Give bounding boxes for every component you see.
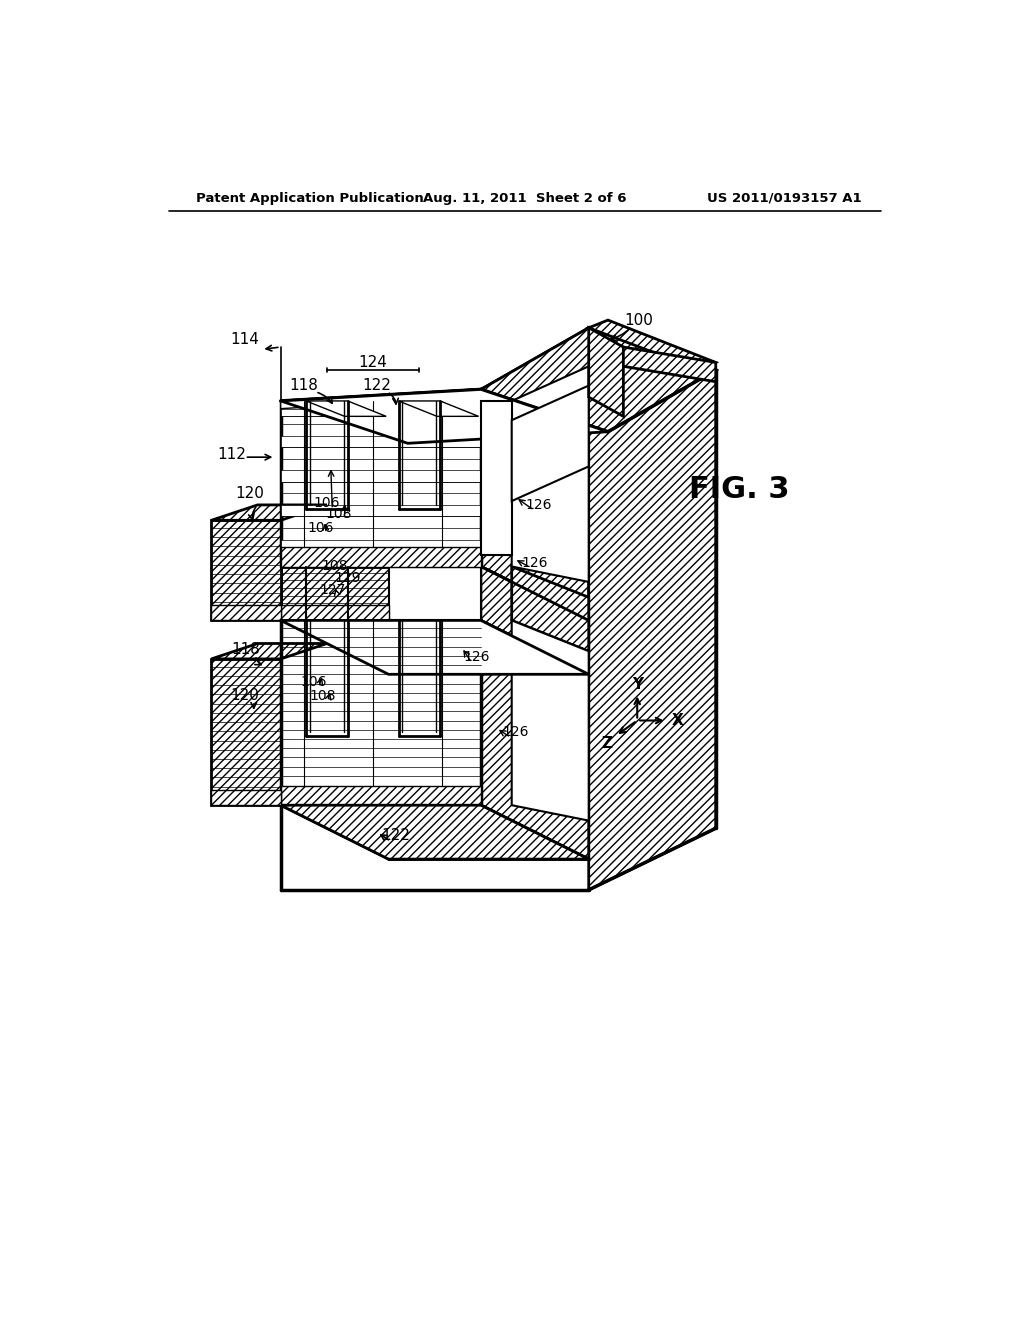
Text: 118: 118 bbox=[231, 642, 260, 657]
Polygon shape bbox=[481, 566, 589, 675]
Text: 112: 112 bbox=[218, 447, 247, 462]
Text: 126: 126 bbox=[521, 556, 548, 570]
Polygon shape bbox=[211, 789, 281, 805]
Polygon shape bbox=[211, 605, 281, 620]
Text: Y: Y bbox=[632, 677, 643, 692]
Text: X: X bbox=[672, 713, 683, 729]
Polygon shape bbox=[481, 327, 589, 620]
Text: 122: 122 bbox=[362, 378, 391, 393]
Text: FIG. 3: FIG. 3 bbox=[688, 475, 790, 504]
Polygon shape bbox=[281, 389, 589, 444]
Polygon shape bbox=[281, 785, 481, 805]
Polygon shape bbox=[281, 620, 481, 805]
Polygon shape bbox=[281, 605, 388, 620]
Polygon shape bbox=[211, 659, 281, 805]
Text: 100: 100 bbox=[625, 313, 653, 327]
Text: 127: 127 bbox=[319, 582, 345, 597]
Text: 120: 120 bbox=[230, 688, 259, 704]
Polygon shape bbox=[481, 401, 512, 554]
Polygon shape bbox=[281, 506, 481, 516]
Polygon shape bbox=[512, 385, 589, 502]
Polygon shape bbox=[481, 327, 716, 432]
Polygon shape bbox=[481, 327, 716, 432]
Polygon shape bbox=[624, 347, 716, 381]
Polygon shape bbox=[481, 566, 589, 675]
Polygon shape bbox=[281, 805, 589, 859]
Text: 114: 114 bbox=[230, 331, 259, 347]
Text: 126: 126 bbox=[464, 651, 490, 664]
Polygon shape bbox=[281, 436, 481, 447]
Polygon shape bbox=[281, 540, 481, 552]
Polygon shape bbox=[281, 389, 481, 566]
Polygon shape bbox=[281, 566, 388, 620]
Text: 108: 108 bbox=[310, 689, 336, 702]
Polygon shape bbox=[398, 401, 478, 416]
Text: Z: Z bbox=[601, 737, 612, 751]
Text: 118: 118 bbox=[290, 378, 318, 393]
Polygon shape bbox=[281, 548, 481, 566]
Text: 122: 122 bbox=[382, 829, 411, 843]
Polygon shape bbox=[589, 321, 716, 370]
Text: Aug. 11, 2011  Sheet 2 of 6: Aug. 11, 2011 Sheet 2 of 6 bbox=[423, 191, 627, 205]
Text: 126: 126 bbox=[525, 498, 552, 512]
Polygon shape bbox=[211, 506, 327, 520]
Text: 106: 106 bbox=[301, 675, 327, 689]
Polygon shape bbox=[512, 566, 589, 651]
Polygon shape bbox=[589, 370, 716, 890]
Text: 126: 126 bbox=[503, 725, 528, 739]
Text: 108: 108 bbox=[326, 507, 351, 521]
Text: 106: 106 bbox=[313, 496, 340, 511]
Text: 129: 129 bbox=[335, 572, 360, 585]
Polygon shape bbox=[512, 620, 589, 821]
Polygon shape bbox=[281, 409, 481, 416]
Text: 106: 106 bbox=[307, 521, 334, 535]
Polygon shape bbox=[281, 620, 589, 675]
Polygon shape bbox=[281, 470, 481, 482]
Polygon shape bbox=[306, 401, 386, 416]
Text: 124: 124 bbox=[358, 355, 387, 370]
Polygon shape bbox=[388, 566, 481, 620]
Text: US 2011/0193157 A1: US 2011/0193157 A1 bbox=[708, 191, 862, 205]
Polygon shape bbox=[211, 644, 327, 659]
Polygon shape bbox=[281, 389, 481, 409]
Polygon shape bbox=[281, 389, 608, 444]
Text: 120: 120 bbox=[236, 486, 264, 500]
Text: 108: 108 bbox=[322, 560, 348, 573]
Polygon shape bbox=[512, 367, 589, 582]
Polygon shape bbox=[211, 520, 281, 620]
Polygon shape bbox=[481, 620, 589, 859]
Polygon shape bbox=[481, 620, 589, 859]
Text: Patent Application Publication: Patent Application Publication bbox=[196, 191, 424, 205]
Polygon shape bbox=[281, 805, 589, 859]
Polygon shape bbox=[589, 327, 624, 416]
